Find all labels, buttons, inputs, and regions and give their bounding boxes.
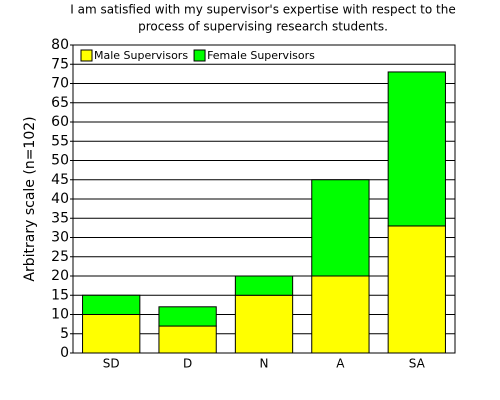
y-tick-label: 75 — [51, 56, 69, 72]
y-tick-label: 60 — [51, 114, 69, 130]
x-tick-label: A — [336, 357, 345, 371]
bar-segment — [158, 325, 217, 354]
legend-swatch — [80, 49, 93, 62]
chart-title: I am satisfied with my supervisor's expe… — [70, 3, 455, 17]
x-tick-label: SD — [103, 357, 120, 371]
bar-segment — [234, 275, 294, 296]
bar-segment — [311, 275, 370, 354]
y-tick-label: 70 — [51, 76, 69, 92]
y-tick-label: 10 — [51, 307, 69, 323]
legend-label: Male Supervisors — [94, 49, 188, 62]
y-tick-label: 50 — [51, 153, 69, 169]
legend-label: Female Supervisors — [207, 49, 315, 62]
y-tick-label: 80 — [51, 37, 69, 53]
legend-swatch — [193, 49, 206, 62]
y-tick-label: 30 — [51, 230, 69, 246]
y-tick-label: 5 — [60, 326, 69, 342]
chart-title: process of supervising research students… — [138, 20, 388, 34]
y-tick-label: 65 — [51, 95, 69, 111]
x-tick-label: D — [183, 357, 192, 371]
y-tick-label: 25 — [51, 249, 69, 265]
bar-segment — [387, 225, 446, 354]
x-tick-label: N — [260, 357, 269, 371]
y-tick-label: 45 — [51, 172, 69, 188]
bar-segment — [234, 294, 294, 354]
y-axis-label: Arbitrary scale (n=102) — [22, 116, 38, 281]
y-tick-label: 40 — [51, 191, 69, 207]
y-tick-label: 35 — [51, 210, 69, 226]
y-tick-label: 55 — [51, 133, 69, 149]
x-tick-label: SA — [409, 357, 426, 371]
bar-segment — [158, 306, 217, 327]
bar-segment — [311, 179, 370, 277]
y-tick-label: 15 — [51, 287, 69, 303]
y-tick-label: 20 — [51, 268, 69, 284]
bar-segment — [82, 294, 141, 315]
y-tick-label: 0 — [60, 345, 69, 361]
bar-segment — [82, 314, 141, 354]
bar-segment — [387, 71, 446, 227]
